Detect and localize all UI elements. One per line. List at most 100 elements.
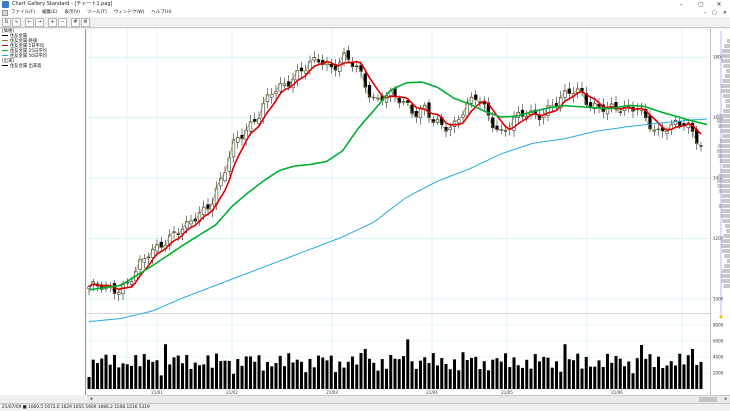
volume-bar bbox=[291, 362, 295, 389]
profile-bar bbox=[721, 249, 730, 253]
volume-tick-label: 6000 bbox=[713, 339, 724, 344]
document-icon[interactable] bbox=[2, 10, 8, 16]
profile-bar bbox=[722, 219, 730, 223]
volume-bar bbox=[448, 369, 452, 389]
volume-bar bbox=[589, 366, 592, 389]
volume-bar bbox=[410, 361, 414, 389]
profile-bar bbox=[722, 79, 730, 83]
volume-bar bbox=[96, 363, 99, 389]
close-button[interactable]: ✕ bbox=[716, 1, 722, 8]
profile-bar bbox=[721, 49, 730, 53]
y-tick-label: 1800 bbox=[713, 55, 724, 60]
price-chart[interactable]: 21/01 21/02 21/03 21/04 21/05 21/06 bbox=[87, 29, 710, 395]
volume-bar bbox=[134, 355, 138, 389]
profile-bar bbox=[720, 129, 730, 133]
volume-bar bbox=[227, 360, 231, 389]
arrow-right-icon[interactable]: → bbox=[35, 18, 44, 27]
volume-bar bbox=[652, 367, 656, 389]
candle-down bbox=[410, 104, 414, 114]
legend-item[interactable]: 住友金属 5日平均 bbox=[0, 44, 85, 49]
scroll-left-icon[interactable]: ◂ bbox=[89, 396, 93, 402]
profile-bar bbox=[717, 154, 730, 158]
candle-up bbox=[465, 102, 469, 117]
menu-help[interactable]: ヘルプ(H) bbox=[151, 10, 172, 15]
zoom-out-icon[interactable]: − bbox=[58, 18, 67, 27]
horizontal-scrollbar[interactable]: ◂ ▸ bbox=[87, 395, 730, 403]
volume-bar bbox=[699, 361, 703, 389]
minimize-button[interactable]: – bbox=[679, 1, 683, 8]
title-bar: Chart Gallery Standard - [チャート1.pag] – ▢… bbox=[0, 0, 730, 9]
profile-bar bbox=[725, 104, 730, 108]
volume-bar bbox=[295, 359, 299, 389]
candle-up bbox=[87, 286, 91, 289]
scroll-thumb[interactable] bbox=[699, 397, 717, 402]
profile-bar bbox=[725, 99, 730, 103]
zoom-in-icon[interactable]: + bbox=[48, 18, 57, 27]
volume-bar bbox=[346, 361, 350, 389]
volume-bar bbox=[453, 359, 456, 389]
line-chart-icon[interactable]: ∿ bbox=[12, 18, 21, 27]
profile-bar bbox=[720, 169, 730, 173]
volume-bar bbox=[601, 367, 605, 389]
candle-down bbox=[537, 115, 542, 120]
legend-item[interactable]: 住友金属 25日平均 bbox=[0, 49, 85, 54]
legend-item[interactable]: 住友金属 出来高 bbox=[0, 64, 85, 69]
volume-bar bbox=[529, 368, 533, 389]
volume-bar bbox=[402, 356, 405, 389]
volume-bar bbox=[627, 361, 631, 389]
price-scale[interactable]: 100012001400160018002000400060008000 bbox=[710, 29, 730, 395]
profile-bar bbox=[721, 194, 730, 198]
candle-chart-icon[interactable]: ⇅ bbox=[2, 18, 11, 27]
maximize-button[interactable]: ▢ bbox=[698, 1, 704, 8]
menu-window[interactable]: ウィンドウ(W) bbox=[113, 10, 145, 15]
profile-bar bbox=[717, 119, 730, 123]
candle-down bbox=[363, 73, 367, 88]
menu-edit[interactable]: 編集(E) bbox=[42, 10, 58, 15]
candle-up bbox=[231, 139, 236, 158]
arrow-left-icon[interactable]: ← bbox=[25, 18, 34, 27]
grid-icon[interactable]: # bbox=[71, 18, 80, 27]
volume-bar bbox=[580, 368, 584, 389]
candle-down bbox=[253, 119, 257, 123]
window-title: Chart Gallery Standard - [チャート1.pag] bbox=[12, 1, 113, 7]
volume-bar bbox=[440, 358, 444, 389]
volume-bar bbox=[104, 354, 108, 389]
menu-view[interactable]: 表示(V) bbox=[64, 10, 81, 15]
volume-bar bbox=[181, 363, 184, 389]
scroll-right-icon[interactable]: ▸ bbox=[724, 396, 728, 402]
volume-bar bbox=[155, 360, 159, 389]
menu-file[interactable]: ファイル(F) bbox=[11, 10, 36, 15]
volume-bar bbox=[257, 355, 261, 389]
doc-close-button[interactable]: ✕ bbox=[722, 10, 727, 16]
volume-bar bbox=[623, 366, 626, 389]
profile-bar bbox=[719, 189, 730, 193]
volume-bar bbox=[385, 368, 388, 389]
volume-bar bbox=[457, 370, 461, 389]
volume-bar bbox=[274, 363, 278, 389]
volume-bar bbox=[657, 356, 660, 389]
volume-bar bbox=[686, 355, 690, 389]
legend-swatch bbox=[2, 54, 8, 57]
legend-item[interactable]: 住友金属 bbox=[0, 34, 85, 39]
profile-bar bbox=[722, 94, 730, 98]
volume-bar bbox=[198, 365, 201, 389]
menu-tools[interactable]: ツール(T) bbox=[87, 10, 107, 15]
doc-restore-button[interactable]: ▢ bbox=[712, 10, 717, 16]
doc-minimize-button[interactable]: – bbox=[703, 10, 707, 16]
volume-bar bbox=[304, 372, 308, 389]
settings-icon[interactable]: ⚙ bbox=[81, 18, 90, 27]
volume-bar bbox=[461, 352, 465, 389]
legend-item[interactable]: 住友金属 50日平均 bbox=[0, 54, 85, 59]
volume-bar bbox=[406, 339, 410, 389]
volume-bar bbox=[193, 362, 197, 389]
profile-bar bbox=[726, 229, 730, 233]
volume-bar bbox=[555, 361, 558, 389]
volume-bar bbox=[283, 366, 286, 389]
volume-bar bbox=[550, 367, 554, 389]
profile-bar bbox=[721, 54, 730, 58]
volume-bar bbox=[597, 360, 601, 389]
chart-area[interactable]: 21/01 21/02 21/03 21/04 21/05 21/06 bbox=[87, 29, 710, 395]
legend-item[interactable]: 住友金属 終値 bbox=[0, 39, 85, 44]
volume-bar bbox=[427, 363, 431, 389]
volume-bar bbox=[538, 361, 541, 389]
